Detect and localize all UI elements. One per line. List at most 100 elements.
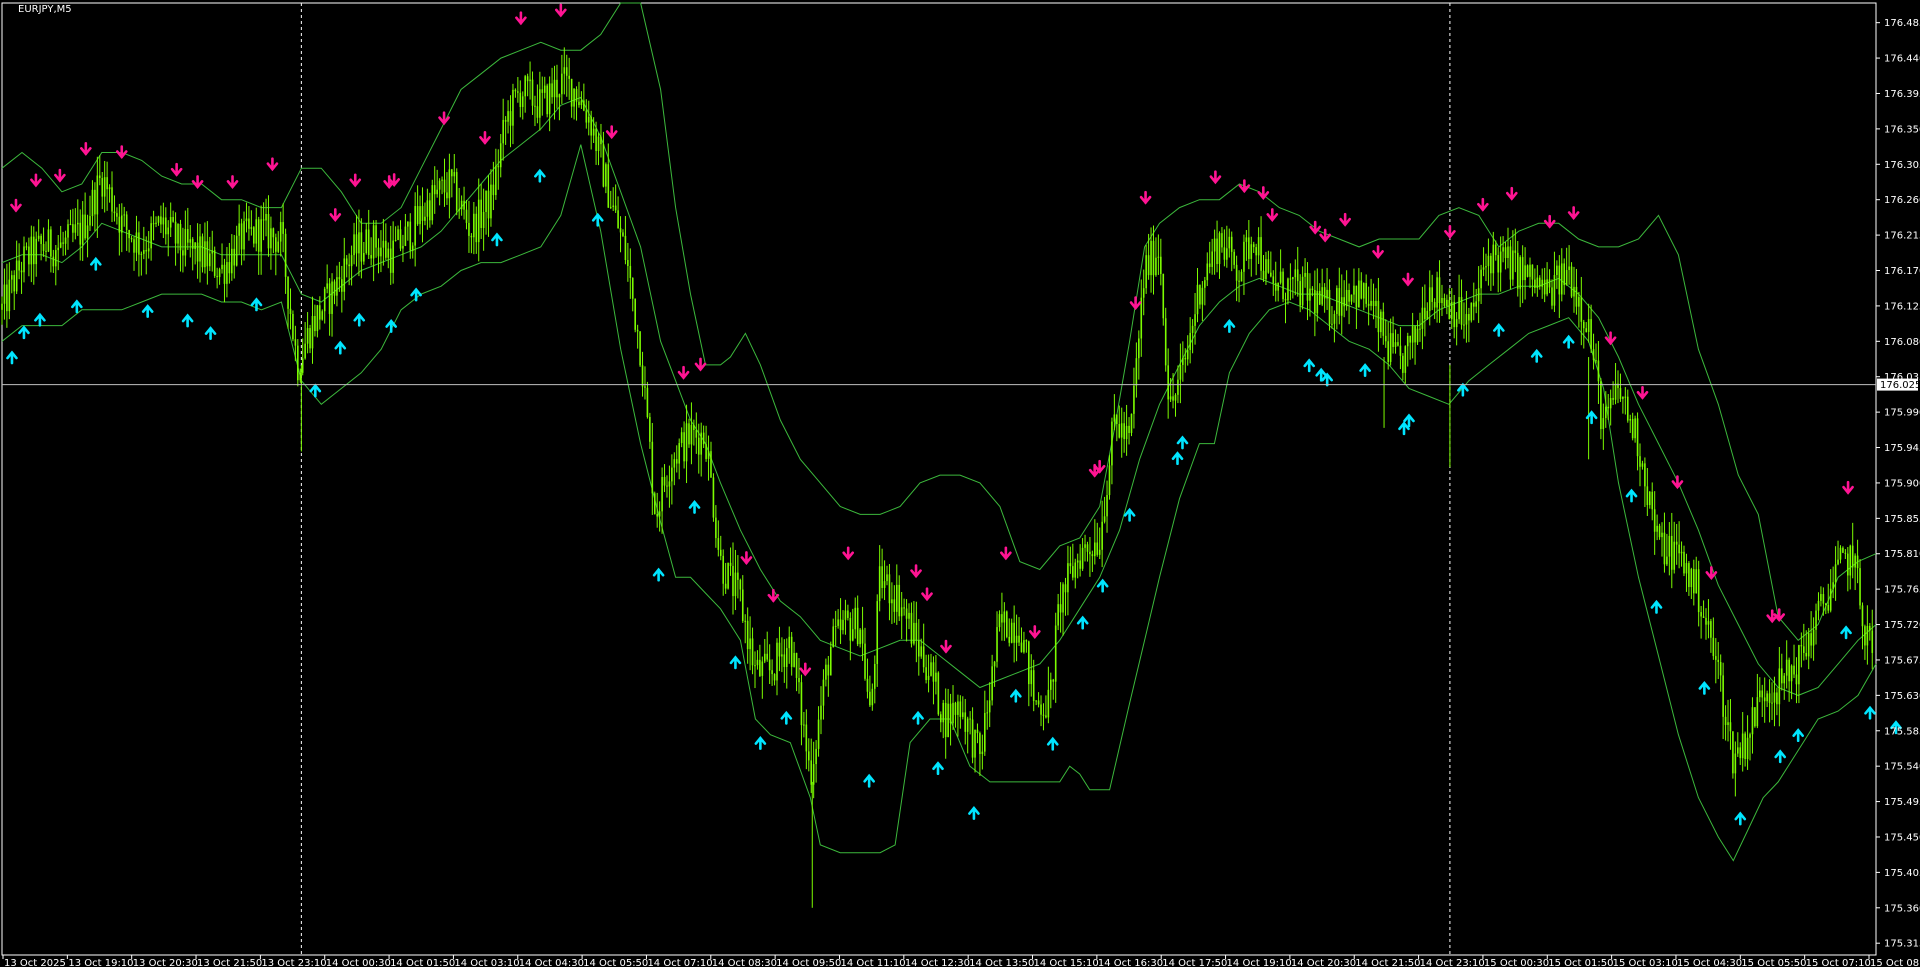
candle	[1397, 333, 1399, 347]
candle	[138, 221, 140, 277]
candle-body	[756, 659, 759, 666]
candle	[986, 700, 989, 730]
candle	[776, 638, 778, 696]
candle-body	[333, 281, 336, 296]
candle-body	[1299, 281, 1301, 306]
candle	[751, 627, 754, 675]
candle	[847, 604, 849, 621]
candle-body	[1064, 584, 1067, 593]
candle	[661, 467, 663, 534]
candle	[1167, 348, 1169, 419]
candle	[820, 686, 822, 735]
candle	[419, 195, 421, 235]
candle-body	[1678, 544, 1680, 554]
candle-body	[436, 189, 438, 195]
candle	[191, 237, 194, 271]
candle	[524, 74, 526, 113]
candle-body	[1355, 285, 1358, 308]
candle	[262, 202, 265, 241]
candle-body	[394, 240, 397, 242]
candle	[519, 80, 522, 118]
candle-body	[1512, 250, 1514, 280]
time-tick-label: 13 Oct 2025	[4, 958, 66, 967]
candle	[1492, 231, 1495, 286]
candle	[47, 219, 50, 253]
candle-body	[216, 275, 218, 278]
sell-arrow-icon	[767, 588, 780, 603]
candle-body	[18, 260, 20, 271]
candle	[451, 168, 453, 198]
candle-body	[370, 255, 372, 259]
candle	[245, 202, 248, 233]
candle-body	[28, 246, 30, 265]
candle	[182, 227, 184, 273]
candle	[778, 626, 781, 672]
candle-body	[1321, 287, 1323, 305]
candle	[1240, 269, 1243, 282]
candle-body	[1847, 553, 1849, 576]
candle	[627, 242, 629, 282]
candle-body	[363, 253, 365, 262]
candle	[663, 464, 666, 493]
candle-body	[1658, 525, 1661, 538]
candle	[898, 575, 901, 622]
candle-body	[380, 247, 382, 257]
candle-body	[526, 76, 529, 82]
candle-body	[1509, 246, 1512, 280]
candle	[438, 178, 441, 206]
candle	[1287, 277, 1289, 305]
candle	[624, 216, 627, 265]
candle-body	[1003, 611, 1006, 623]
candle-body	[184, 229, 187, 256]
candle-body	[213, 250, 216, 276]
candle-body	[859, 629, 861, 645]
candle-body	[1724, 716, 1727, 725]
candle-body	[3, 284, 6, 304]
sell-arrow-icon	[226, 175, 239, 189]
candle-body	[299, 372, 302, 381]
candle-body	[367, 229, 370, 256]
candle-body	[1441, 298, 1443, 304]
candle-body	[1534, 279, 1536, 289]
candle-body	[1380, 311, 1382, 333]
candle-body	[881, 566, 883, 588]
candle	[485, 190, 487, 235]
candle-body	[10, 275, 13, 280]
candle	[1111, 417, 1113, 485]
candle-body	[551, 83, 553, 98]
candle-body	[328, 283, 331, 314]
candle-body	[509, 111, 512, 126]
candle-body	[1490, 255, 1492, 274]
candle	[842, 610, 844, 635]
candle	[1414, 325, 1416, 365]
buy-arrow-icon	[1890, 720, 1902, 735]
candle-body	[619, 228, 622, 233]
candle	[1380, 309, 1382, 339]
candle	[1243, 234, 1245, 295]
candle-body	[1279, 271, 1282, 283]
candle	[702, 425, 705, 449]
candle	[424, 202, 426, 226]
candle	[299, 368, 302, 383]
candle	[57, 235, 60, 271]
sell-arrow-icon	[1402, 272, 1414, 287]
candle	[463, 186, 465, 220]
candle-body	[257, 219, 260, 252]
candle	[1541, 268, 1544, 299]
candle-body	[651, 441, 654, 494]
candle-body	[590, 116, 592, 136]
candle-body	[1729, 722, 1732, 732]
candle-body	[191, 239, 194, 249]
candle-body	[1047, 689, 1050, 718]
candle-body	[1120, 423, 1123, 438]
candle	[827, 655, 830, 697]
candle-body	[1722, 675, 1724, 717]
candle	[1172, 373, 1174, 409]
time-tick-label: 13 Oct 21:50	[197, 958, 262, 967]
candle-body	[1558, 265, 1561, 295]
candle-body	[1497, 255, 1500, 273]
candle-body	[1228, 236, 1231, 249]
candle	[1847, 547, 1849, 592]
